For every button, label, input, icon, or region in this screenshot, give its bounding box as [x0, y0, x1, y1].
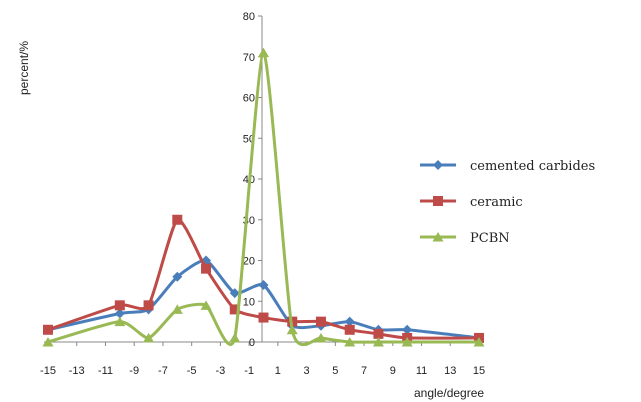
- x-tick-label: 7: [361, 365, 367, 377]
- x-tick-label: -13: [69, 365, 85, 377]
- data-point: [42, 337, 54, 347]
- y-tick-label: 80: [243, 11, 255, 23]
- data-point: [402, 324, 413, 335]
- data-point: [473, 337, 485, 347]
- data-point: [201, 263, 212, 274]
- legend-label: PCBN: [470, 231, 510, 246]
- y-tick-label: 0: [249, 337, 255, 349]
- series-cemented-carbides: [43, 255, 484, 343]
- data-point: [229, 304, 240, 315]
- legend-marker: [433, 160, 443, 170]
- data-point: [258, 279, 269, 290]
- data-point: [258, 312, 269, 323]
- data-point: [344, 324, 355, 335]
- x-tick-label: 11: [416, 365, 427, 377]
- data-point: [344, 316, 355, 327]
- legend-marker: [433, 196, 443, 206]
- data-point: [315, 332, 327, 343]
- x-tick-label: 13: [444, 365, 456, 377]
- x-axis-title: angle/degree: [414, 386, 484, 400]
- series-layer: [42, 47, 485, 347]
- x-tick-label: -9: [129, 365, 139, 377]
- data-point: [172, 214, 183, 225]
- legend-entry: PCBN: [420, 231, 510, 246]
- x-tick-label: -5: [187, 365, 197, 377]
- data-point: [315, 316, 326, 327]
- legend-label: cemented carbides: [470, 159, 595, 174]
- x-tick-label: -3: [216, 365, 226, 377]
- x-tick-label: 15: [473, 365, 485, 377]
- x-tick-label: 5: [332, 365, 338, 377]
- data-point: [143, 332, 155, 343]
- y-tick-label: 20: [243, 256, 255, 268]
- data-point: [171, 304, 183, 314]
- data-point: [114, 316, 126, 327]
- data-point: [229, 288, 240, 299]
- legend-entry: cemented carbides: [420, 159, 595, 174]
- data-point: [372, 337, 384, 347]
- series-line: [47, 258, 480, 340]
- x-tick-label: 1: [275, 365, 281, 377]
- x-tick-label: 9: [390, 365, 396, 377]
- series-line: [47, 51, 479, 347]
- data-point: [43, 324, 53, 335]
- data-point: [401, 337, 413, 347]
- y-tick-label: 70: [243, 52, 255, 64]
- data-point: [229, 332, 241, 343]
- data-point: [172, 271, 183, 282]
- data-point: [258, 47, 269, 58]
- y-tick-label: 60: [243, 93, 255, 105]
- x-tick-label: -1: [244, 365, 254, 377]
- data-point: [200, 300, 212, 310]
- series-pcbn: [42, 47, 485, 347]
- data-point: [114, 308, 125, 319]
- data-point: [143, 300, 154, 311]
- data-point: [114, 300, 125, 311]
- data-point: [373, 328, 384, 339]
- legend-entry: ceramic: [420, 195, 523, 210]
- x-tick-label: -11: [98, 365, 113, 377]
- y-axis-title: percent/%: [17, 41, 31, 95]
- x-tick-label: 3: [304, 365, 310, 377]
- legend: cemented carbides ceramic PCBN: [420, 159, 595, 246]
- x-tick-label: -15: [40, 365, 56, 377]
- data-point: [344, 337, 356, 347]
- legend-label: ceramic: [470, 195, 523, 210]
- y-tick-label: 10: [243, 296, 255, 308]
- legend-marker: [432, 232, 444, 242]
- x-tick-label: -7: [158, 365, 168, 377]
- data-point: [286, 324, 298, 335]
